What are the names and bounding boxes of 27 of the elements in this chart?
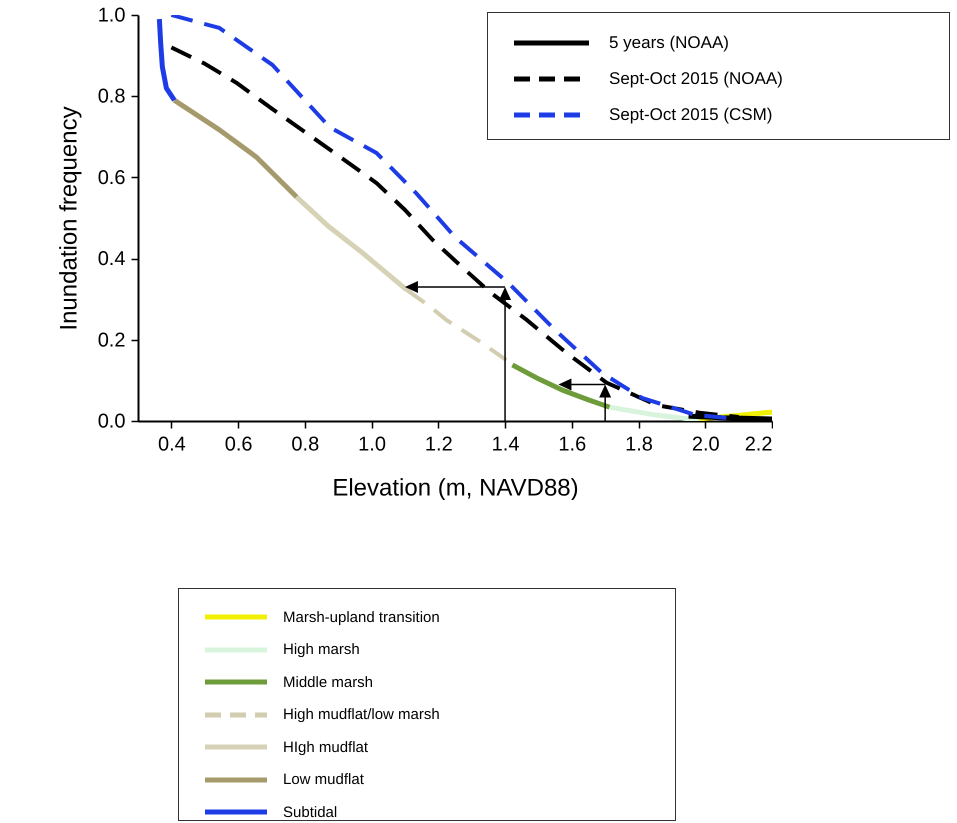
x-tick-label: 0.6 <box>224 434 253 456</box>
legend-label: High mudflat/low marsh <box>283 706 440 724</box>
y-tick-label: 0.2 <box>98 329 126 352</box>
x-tick-label: 0.8 <box>291 434 320 456</box>
x-tick-label: 1.0 <box>358 434 386 456</box>
legend-label: Low mudflat <box>283 771 364 788</box>
x-tick-label: 1.6 <box>558 434 586 456</box>
x-tick-label: 1.2 <box>424 434 453 456</box>
legend-label: Sept-Oct 2015 (CSM) <box>609 105 772 125</box>
legend-label: Middle marsh <box>283 674 374 691</box>
y-tick-label: 0.8 <box>98 86 126 108</box>
legend-label: Marsh-upland transition <box>283 608 440 626</box>
legend-label: 5 years (NOAA) <box>609 33 729 53</box>
legend-label: Sept-Oct 2015 (NOAA) <box>609 69 783 89</box>
y-tick-label: 1.0 <box>98 4 126 26</box>
legend-label: Subtidal <box>283 804 338 821</box>
x-tick-label: 2.2 <box>744 434 772 456</box>
x-tick-label: 0.4 <box>158 434 186 456</box>
y-axis-title: Inundation frequency <box>56 106 83 331</box>
legend-label: HIgh mudflat <box>283 738 368 756</box>
x-tick-label: 1.4 <box>492 434 520 456</box>
legend-label: High marsh <box>283 641 360 658</box>
x-tick-label: 2.0 <box>692 434 720 456</box>
x-tick-label: 1.8 <box>625 434 653 456</box>
y-tick-label: 0.6 <box>98 166 126 189</box>
y-tick-label: 0.4 <box>98 248 126 270</box>
y-tick-label: 0.0 <box>98 410 126 432</box>
